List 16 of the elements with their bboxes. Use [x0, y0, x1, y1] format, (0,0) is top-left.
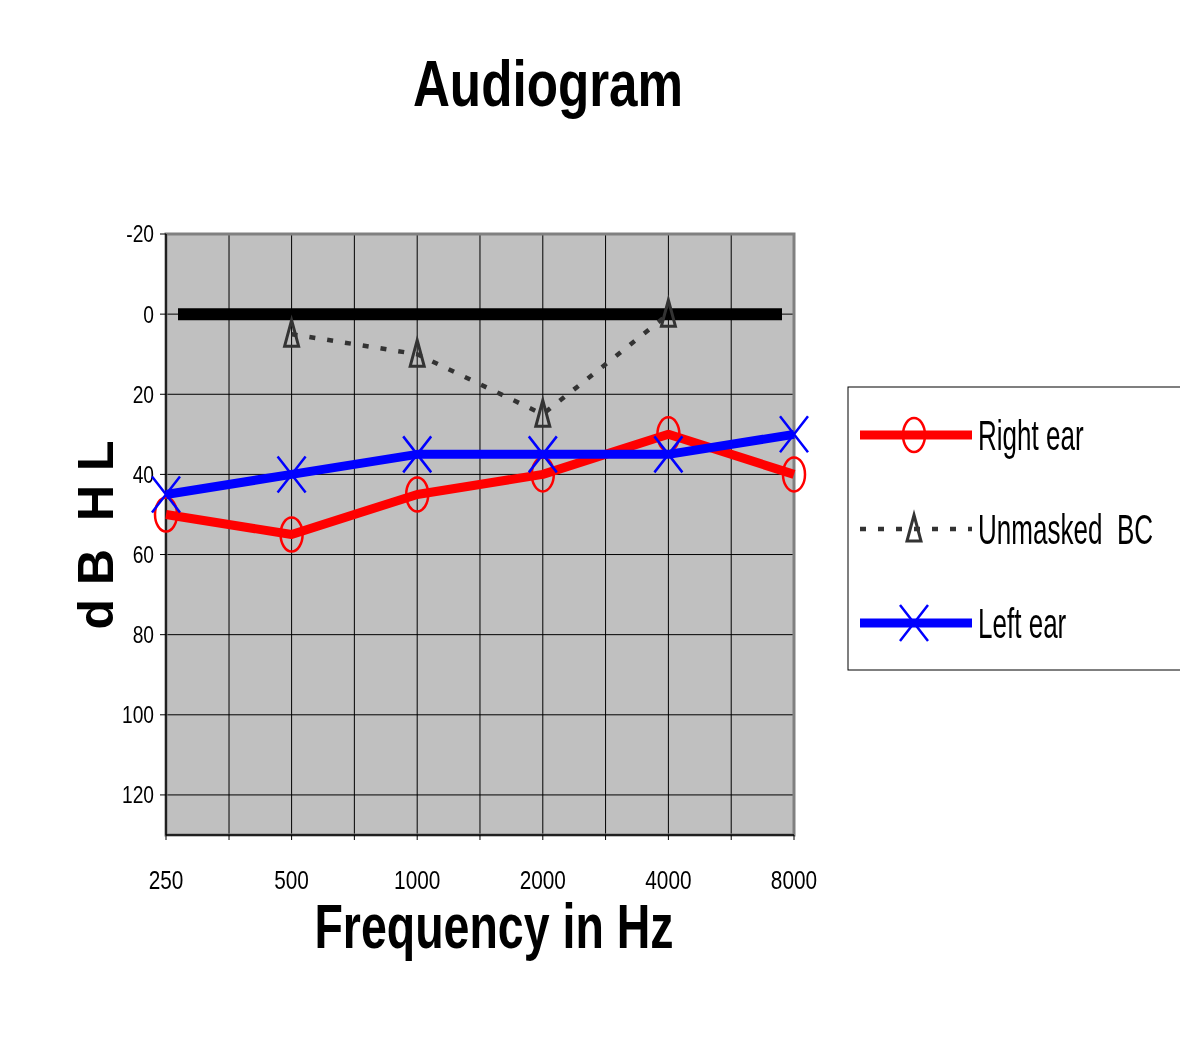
x-tick-label: 250	[148, 865, 184, 895]
y-tick-label: 120	[121, 781, 154, 809]
y-tick-label: 0	[143, 300, 154, 329]
y-tick-label: 40	[132, 460, 154, 489]
legend-label: Left ear	[978, 599, 1067, 647]
y-tick-label: 80	[132, 620, 154, 649]
legend-label: Right ear	[978, 411, 1084, 459]
x-tick-label: 8000	[770, 865, 818, 895]
y-tick-label: -20	[126, 220, 154, 248]
y-axis-title: d B H L	[68, 440, 124, 630]
x-tick-label: 500	[274, 865, 309, 895]
y-tick-label: 20	[132, 380, 154, 409]
y-tick-label: 100	[121, 701, 154, 729]
legend-label: Unmasked BC	[978, 505, 1154, 553]
y-tick-label: 60	[132, 540, 154, 569]
chart-title: Audiogram	[412, 48, 684, 120]
